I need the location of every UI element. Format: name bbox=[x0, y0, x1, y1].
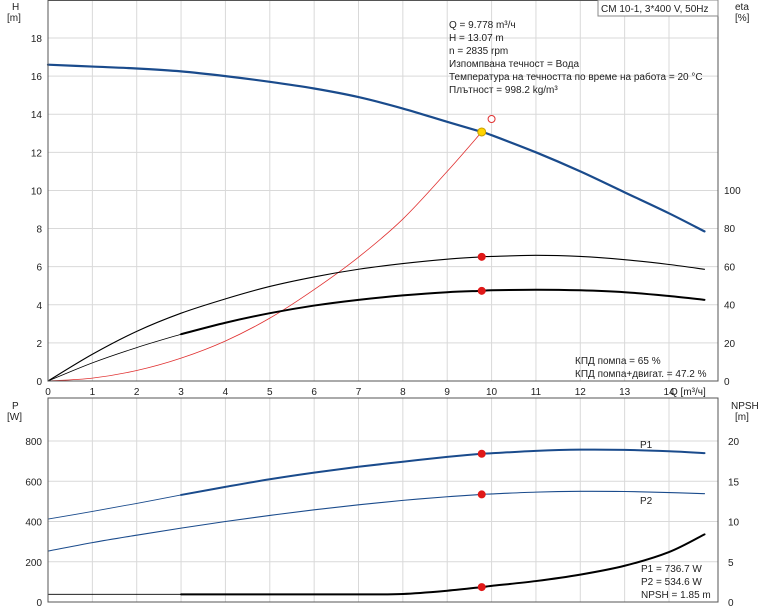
upper-x-tick-label: 14 bbox=[663, 387, 675, 398]
upper-marker-hollow-1 bbox=[487, 114, 496, 123]
upper-series-eta_thin bbox=[47, 333, 182, 382]
lower-left-tick-label: 0 bbox=[36, 598, 42, 609]
info-liquid: Изпомпвана течност = Вода bbox=[449, 59, 579, 70]
upper-x-tick-label: 4 bbox=[223, 387, 229, 398]
lower-right-tick-label: 20 bbox=[728, 437, 740, 448]
info-q: Q = 9.778 m³/ч bbox=[449, 20, 516, 31]
upper-left-tick-label: 12 bbox=[31, 148, 43, 159]
lower-series-npsh bbox=[180, 533, 706, 596]
series-label-p2: P2 bbox=[640, 496, 653, 507]
upper-left-tick-label: 0 bbox=[36, 377, 42, 388]
upper-series-eta_pump bbox=[47, 254, 706, 382]
upper-x-tick-label: 11 bbox=[531, 387, 542, 398]
axes-frame bbox=[47, 0, 719, 603]
info-eff-pump: КПД помпа = 65 % bbox=[575, 356, 661, 367]
upper-x-tick-label: 8 bbox=[400, 387, 406, 398]
upper-right-tick-label: 40 bbox=[724, 301, 736, 312]
upper-series-group bbox=[46, 63, 706, 382]
lower-right-tick-label: 15 bbox=[728, 477, 740, 488]
lower-left-tick-label: 800 bbox=[25, 437, 42, 448]
upper-series-h_thin bbox=[47, 131, 483, 382]
upper-x-tick-label: 6 bbox=[311, 387, 317, 398]
upper-left-tick-label: 2 bbox=[36, 339, 42, 350]
lower-left-tick-label: 200 bbox=[25, 558, 42, 569]
upper-left-tick-label: 4 bbox=[36, 301, 42, 312]
lower-series-p2 bbox=[47, 490, 706, 552]
upper-x-tick-label: 2 bbox=[134, 387, 140, 398]
upper-series-eta_total bbox=[180, 288, 706, 336]
upper-left-tick-label: 6 bbox=[36, 263, 42, 274]
operating-point-markers bbox=[477, 114, 496, 592]
upper-plot-frame bbox=[47, 0, 719, 382]
upper-x-tick-label: 9 bbox=[444, 387, 450, 398]
lower-right-tick-label: 10 bbox=[728, 518, 740, 529]
upper-left-tick-label: 16 bbox=[31, 72, 43, 83]
upper-marker-red-3 bbox=[477, 286, 486, 295]
lower-marker-red-0 bbox=[477, 449, 486, 458]
lower-left-tick-label: 400 bbox=[25, 518, 42, 529]
upper-x-tick-label: 3 bbox=[178, 387, 184, 398]
series-label-p1: P1 bbox=[640, 440, 653, 451]
upper-x-tick-label: 1 bbox=[90, 387, 96, 398]
upper-left-tick-label: 10 bbox=[31, 186, 43, 197]
upper-x-tick-label: 5 bbox=[267, 387, 273, 398]
lower-series-p1_thin bbox=[47, 494, 182, 520]
upper-left-tick-label: 18 bbox=[31, 34, 43, 45]
lower-left-tick-label: 600 bbox=[25, 477, 42, 488]
info-eff-pump-motor: КПД помпа+двигат. = 47.2 % bbox=[575, 369, 707, 380]
upper-x-tick-label: 13 bbox=[619, 387, 631, 398]
upper-left-axis-title-1: H bbox=[12, 2, 19, 13]
lower-marker-red-2 bbox=[477, 583, 486, 592]
upper-x-tick-label: 7 bbox=[356, 387, 362, 398]
upper-right-axis-title-1: eta bbox=[735, 2, 749, 13]
lower-plot-frame bbox=[47, 397, 719, 603]
model-label: CM 10-1, 3*400 V, 50Hz bbox=[601, 4, 708, 15]
upper-x-tick-label: 12 bbox=[575, 387, 587, 398]
lower-right-axis-title-1: NPSH bbox=[731, 401, 759, 412]
lower-series-group bbox=[47, 448, 706, 596]
upper-grid bbox=[47, 0, 718, 382]
upper-right-axis-title-2: [%] bbox=[735, 13, 750, 24]
upper-x-tick-label: 0 bbox=[45, 387, 51, 398]
lower-series-p1 bbox=[180, 448, 706, 496]
upper-left-tick-label: 8 bbox=[36, 225, 42, 236]
upper-marker-yellow-0 bbox=[477, 127, 487, 137]
upper-right-tick-label: 20 bbox=[724, 339, 736, 350]
info-density: Плътност = 998.2 kg/m³ bbox=[449, 85, 558, 96]
upper-left-axis-title-2: [m] bbox=[7, 13, 21, 24]
lower-right-tick-label: 0 bbox=[728, 598, 734, 609]
upper-right-tick-label: 60 bbox=[724, 262, 736, 273]
info-n: n = 2835 rpm bbox=[449, 46, 508, 57]
model-label-box bbox=[597, 0, 719, 17]
upper-series-h_curve bbox=[46, 63, 706, 233]
upper-marker-red-2 bbox=[477, 252, 486, 261]
lower-left-axis-title-1: P bbox=[12, 401, 19, 412]
upper-right-tick-label: 0 bbox=[724, 377, 730, 388]
info-temperature: Температура на течността по време на раб… bbox=[449, 71, 703, 83]
upper-x-tick-label: 10 bbox=[486, 387, 498, 398]
info-npsh: NPSH = 1.85 m bbox=[641, 590, 711, 601]
lower-marker-red-1 bbox=[477, 490, 486, 499]
upper-x-axis-title: Q [m³/ч] bbox=[670, 387, 706, 398]
tick-labels: 0 1 2 3 4 5 6 7 8 9 10 11 12 13 1402468101214161802040… bbox=[25, 34, 741, 609]
info-p1: P1 = 736.7 W bbox=[641, 564, 702, 575]
upper-right-tick-label: 80 bbox=[724, 224, 736, 235]
info-h: H = 13.07 m bbox=[449, 33, 504, 44]
info-p2: P2 = 534.6 W bbox=[641, 577, 702, 588]
lower-right-axis-title-2: [m] bbox=[735, 412, 749, 423]
lower-left-axis-title-2: [W] bbox=[7, 412, 22, 423]
lower-right-tick-label: 5 bbox=[728, 558, 734, 569]
upper-left-tick-label: 14 bbox=[31, 110, 43, 121]
upper-right-tick-label: 100 bbox=[724, 186, 741, 197]
